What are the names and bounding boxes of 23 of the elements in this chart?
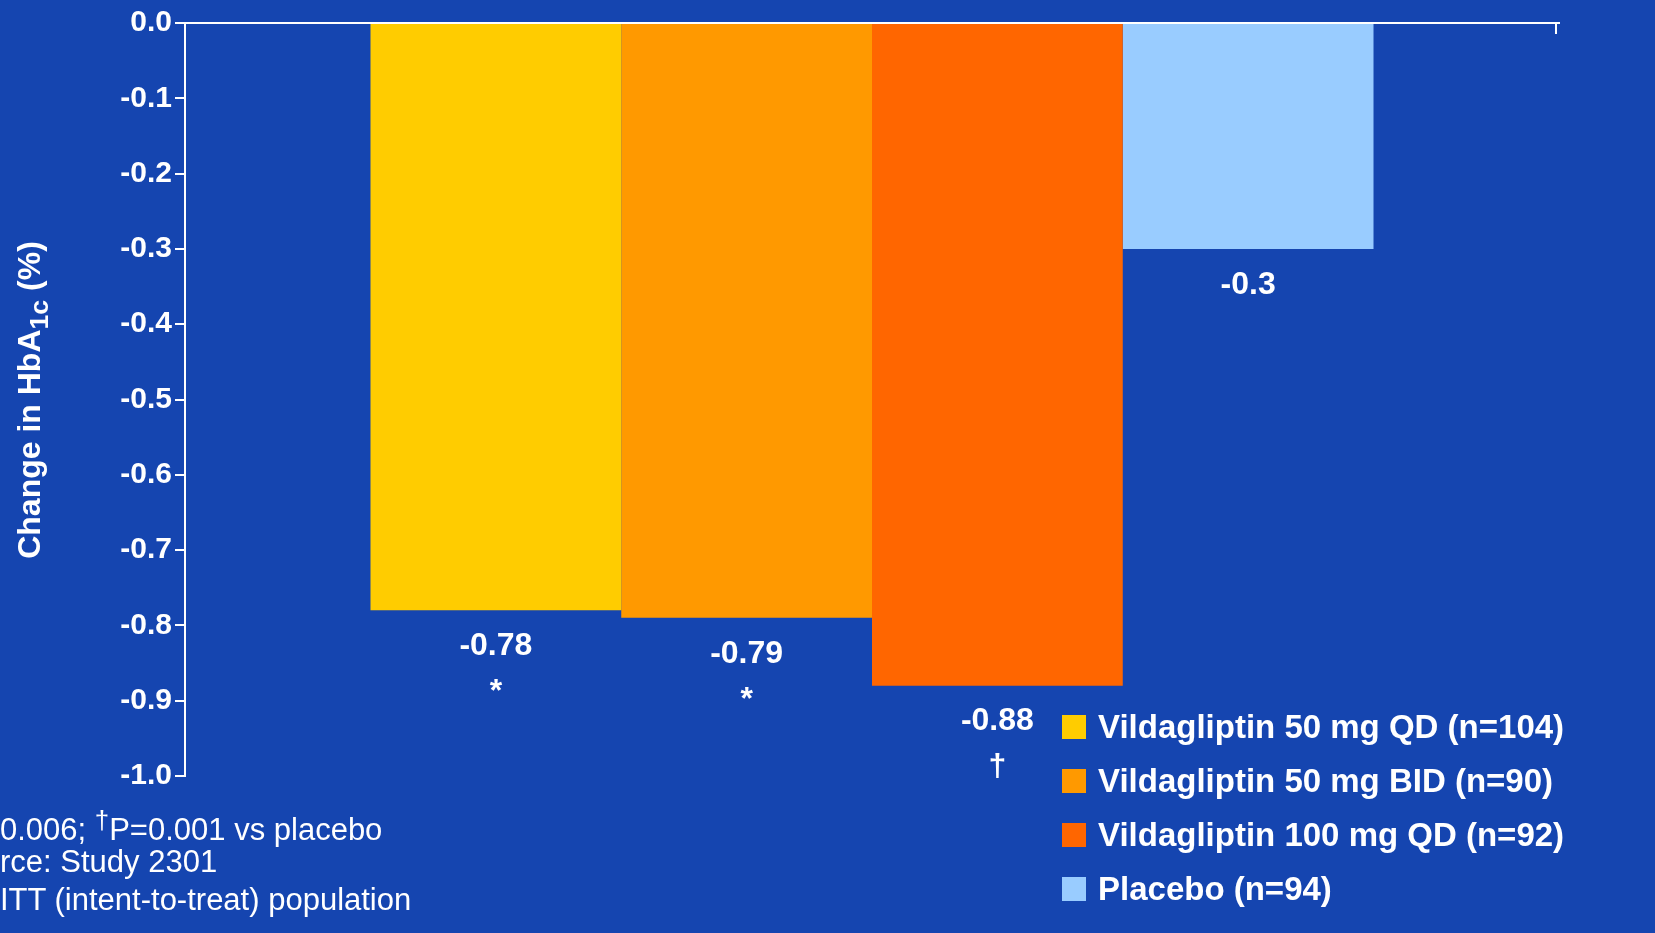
text: ITT (intent-to-treat) population [0,882,412,919]
y-tick-label: -0.4 [120,305,173,339]
annotation: * [740,679,754,716]
y-tick-label: -0.9 [120,681,172,715]
data-label: -0.3 [1220,264,1276,301]
y-tick-label: -0.5 [120,380,172,414]
y-tick-label: -0.3 [120,230,172,264]
y-tick-label: -0.2 [120,154,172,188]
annotation: * [489,672,503,709]
y-tick-label: -0.6 [120,456,172,490]
y-tick-label: -0.8 [120,606,172,640]
data-label: -0.78 [459,626,533,663]
data-label: -0.79 [710,633,784,670]
data-label: -0.88 [960,701,1034,738]
annotation: † [988,747,1007,784]
y-tick-label: -1.0 [120,757,172,791]
legend-label: Vildagliptin 100 mg QD (n=92) [1098,816,1565,854]
legend-label: Vildagliptin 50 mg QD (n=104) [1098,708,1565,746]
legend-label: Vildagliptin 50 mg BID (n=90) [1098,762,1554,800]
legend-label: Placebo (n=94) [1098,870,1332,908]
y-tick-label: -0.7 [120,531,172,565]
y-tick-label: 0.0 [130,4,172,38]
y-tick-label: -0.1 [120,79,172,113]
